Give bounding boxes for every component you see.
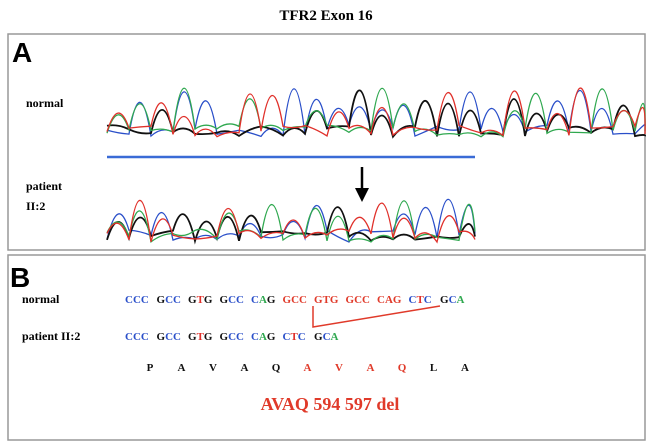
codon: GCA bbox=[440, 294, 465, 306]
row-label: patient II:2 bbox=[22, 329, 80, 343]
codon: CCC bbox=[125, 294, 149, 306]
amino-acid: A bbox=[367, 362, 375, 374]
amino-acid: V bbox=[335, 362, 343, 374]
codon: CTC bbox=[409, 294, 432, 306]
amino-acid: Q bbox=[272, 362, 281, 374]
amino-acid: A bbox=[178, 362, 186, 374]
figure: TFR2 Exon 16 A normal patient II:2 B nor… bbox=[0, 0, 652, 443]
amino-acid: L bbox=[430, 362, 437, 374]
amino-acid: P bbox=[147, 362, 154, 374]
codon: GCC bbox=[283, 294, 308, 306]
codon: GCC bbox=[157, 294, 182, 306]
chromatograms bbox=[107, 88, 645, 242]
amino-acid: A bbox=[461, 362, 469, 374]
panel-label: B bbox=[10, 262, 30, 293]
codon: GCC bbox=[346, 294, 371, 306]
codon: CCC bbox=[125, 331, 149, 343]
figure-title: TFR2 Exon 16 bbox=[279, 8, 373, 24]
row-label: normal bbox=[22, 292, 60, 306]
amino-acid: V bbox=[209, 362, 217, 374]
codon: CTC bbox=[283, 331, 306, 343]
deletion-connector bbox=[313, 306, 440, 327]
panel-a-frame bbox=[8, 34, 645, 250]
codon: CAG bbox=[251, 294, 276, 306]
amino-acid: A bbox=[241, 362, 249, 374]
row-label: normal bbox=[26, 96, 64, 110]
codon: GCC bbox=[220, 294, 245, 306]
codon: CAG bbox=[251, 331, 276, 343]
mutation-label: AVAQ 594 597 del bbox=[261, 394, 400, 414]
amino-acid: A bbox=[304, 362, 312, 374]
arrow-head bbox=[355, 188, 369, 202]
row-label: II:2 bbox=[26, 199, 45, 213]
codon: GTG bbox=[188, 294, 213, 306]
codon: GCC bbox=[157, 331, 182, 343]
codon: GCC bbox=[220, 331, 245, 343]
codon: GTG bbox=[188, 331, 213, 343]
panel-label: A bbox=[12, 37, 32, 68]
codon: GTG bbox=[314, 294, 339, 306]
codon: GCA bbox=[314, 331, 339, 343]
sequences: CCC GCC GTG GCC CAG GCC GTG GCC CAG CTC GCA CCC GCC G… bbox=[125, 294, 469, 374]
codon: CAG bbox=[377, 294, 402, 306]
row-label: patient bbox=[26, 179, 62, 193]
amino-acid: Q bbox=[398, 362, 407, 374]
